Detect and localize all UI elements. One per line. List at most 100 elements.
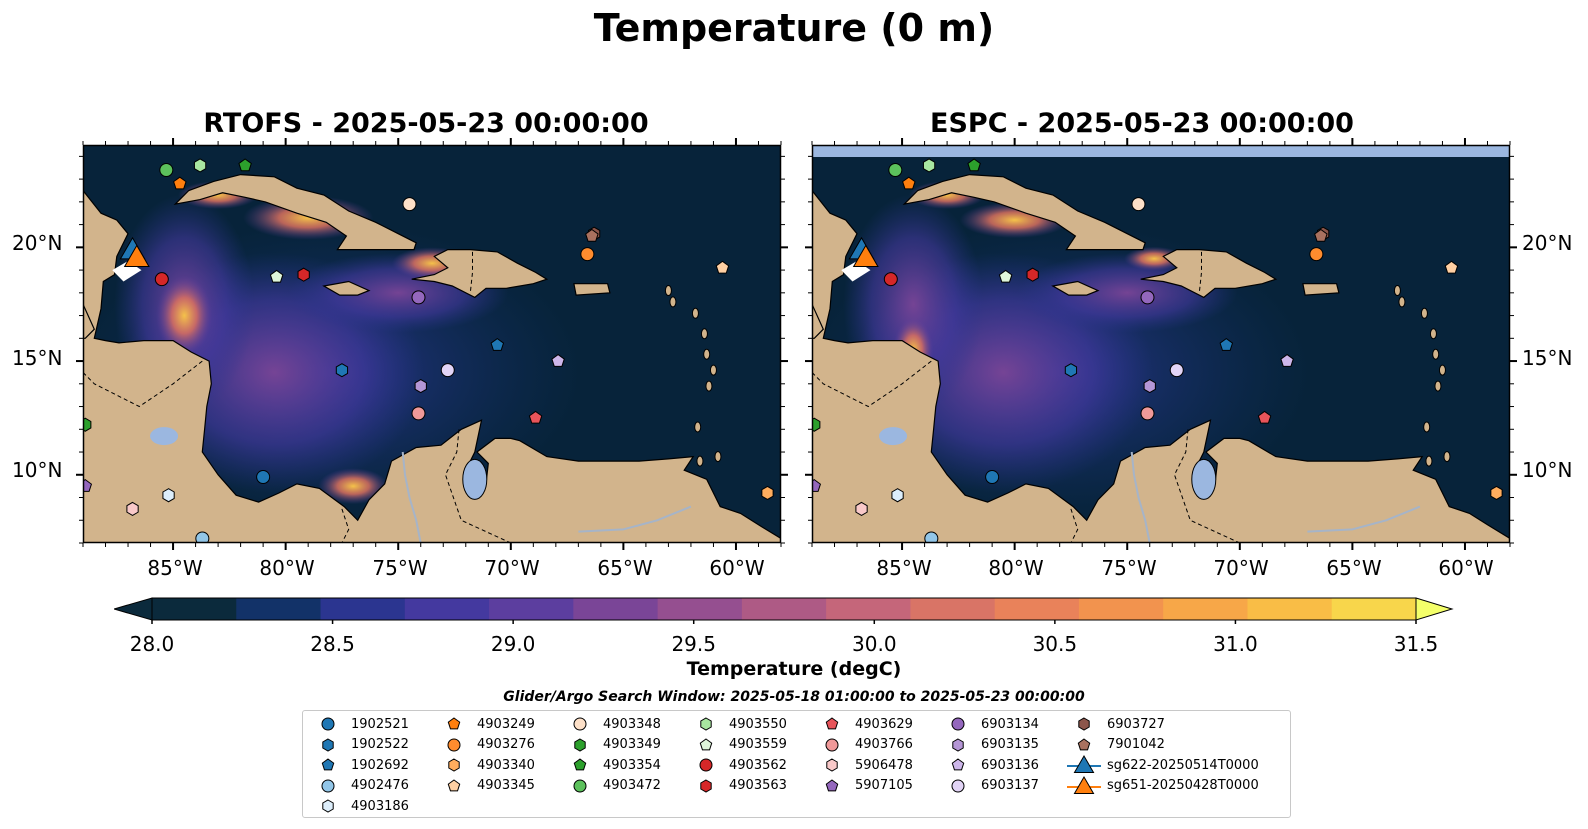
legend-float-marker[interactable]	[699, 737, 713, 750]
legend-marker-icon	[825, 778, 839, 791]
float-marker-4903562[interactable]	[154, 272, 169, 287]
float-marker-7901042[interactable]	[1314, 228, 1328, 242]
float-marker-5906478[interactable]	[126, 501, 139, 516]
float-marker-4903186[interactable]	[162, 488, 175, 503]
float-marker-4903354[interactable]	[967, 158, 981, 172]
legend-float-marker[interactable]	[448, 758, 460, 772]
float-marker-4903766[interactable]	[411, 406, 426, 421]
float-marker-4903349[interactable]	[809, 417, 821, 432]
float-marker-6903135[interactable]	[414, 378, 427, 394]
float-marker-4903563[interactable]	[1026, 267, 1039, 282]
float-marker-4902476[interactable]	[195, 531, 210, 545]
float-marker-4903340[interactable]	[1490, 485, 1503, 501]
legend-float-marker[interactable]	[699, 758, 713, 772]
float-marker-6903134[interactable]	[411, 290, 426, 305]
legend-float-marker[interactable]	[700, 778, 712, 793]
legend-float-marker[interactable]	[951, 717, 965, 731]
colorbar-extend-low	[114, 597, 153, 621]
float-marker-4903345[interactable]	[715, 260, 730, 274]
float-marker-1902521[interactable]	[985, 470, 1000, 485]
glider-marker-sg651-20250428T0000[interactable]	[852, 244, 879, 267]
map-frame	[82, 144, 782, 544]
map-panel-rtofs[interactable]	[76, 138, 788, 550]
float-marker-4903562[interactable]	[883, 272, 898, 287]
float-marker-4902476[interactable]	[924, 531, 939, 545]
float-marker-5907105[interactable]	[808, 479, 822, 492]
float-marker-4903186[interactable]	[891, 488, 904, 503]
search-window-label: Glider/Argo Search Window: 2025-05-18 01…	[503, 689, 1085, 705]
float-marker-4903276[interactable]	[1309, 247, 1324, 262]
float-marker-4903249[interactable]	[902, 176, 916, 190]
legend-item: 5907105	[815, 776, 913, 796]
float-marker-4903349[interactable]	[80, 417, 92, 432]
float-marker-4903276[interactable]	[580, 247, 595, 262]
legend-marker-icon	[448, 758, 460, 772]
legend-float-marker[interactable]	[322, 737, 334, 752]
legend-float-marker[interactable]	[825, 717, 839, 730]
legend-float-marker[interactable]	[447, 778, 461, 791]
float-marker-6903137[interactable]	[1169, 363, 1184, 378]
legend-float-marker[interactable]	[951, 779, 965, 792]
legend-float-marker[interactable]	[826, 758, 838, 772]
float-marker-4903559[interactable]	[269, 269, 284, 283]
float-marker-1902522[interactable]	[335, 363, 349, 378]
legend-float-marker[interactable]	[321, 717, 335, 731]
float-marker-4903354[interactable]	[238, 158, 252, 172]
legend-marker-icon	[699, 737, 713, 750]
legend-glider-marker[interactable]	[1073, 775, 1095, 794]
legend-float-marker[interactable]	[951, 758, 965, 771]
float-marker-6903136[interactable]	[551, 353, 565, 367]
glider-marker-sg651-20250428T0000[interactable]	[123, 244, 150, 267]
map-panel-espc[interactable]	[805, 138, 1517, 550]
legend-item: 4903354	[563, 755, 661, 775]
float-marker-1902522[interactable]	[1064, 363, 1078, 378]
legend-marker-icon	[321, 717, 335, 731]
float-marker-6903135[interactable]	[1143, 378, 1156, 394]
legend-label: 4903563	[729, 778, 787, 793]
float-marker-4903550[interactable]	[193, 158, 207, 173]
float-marker-4903472[interactable]	[159, 163, 174, 178]
colorbar-segment	[826, 598, 911, 620]
float-marker-6903137[interactable]	[440, 363, 455, 378]
colorbar-segment	[489, 598, 574, 620]
float-marker-4903550[interactable]	[922, 158, 936, 173]
float-marker-4903563[interactable]	[297, 267, 310, 282]
colorbar-segment	[573, 598, 659, 620]
float-marker-6903134[interactable]	[1140, 290, 1155, 305]
legend-item: 4903550	[689, 714, 787, 734]
legend-float-marker[interactable]	[573, 779, 587, 792]
float-marker-4903472[interactable]	[888, 163, 903, 178]
float-marker-6903136[interactable]	[1280, 353, 1294, 367]
legend-item: 1902692	[311, 755, 409, 775]
float-marker-4903345[interactable]	[1444, 260, 1459, 274]
float-marker-4903340[interactable]	[761, 485, 774, 501]
float-marker-1902692[interactable]	[490, 338, 505, 351]
legend-float-marker[interactable]	[952, 737, 964, 752]
float-marker-4903559[interactable]	[998, 269, 1013, 283]
float-marker-5906478[interactable]	[855, 501, 868, 516]
float-marker-4903348[interactable]	[1131, 197, 1146, 212]
legend-float-marker[interactable]	[321, 779, 335, 792]
float-marker-4903766[interactable]	[1140, 406, 1155, 421]
legend-float-marker[interactable]	[1077, 737, 1091, 750]
legend-float-marker[interactable]	[322, 799, 334, 813]
legend-float-marker[interactable]	[573, 758, 587, 771]
legend-float-marker[interactable]	[574, 737, 586, 752]
float-marker-4903629[interactable]	[528, 410, 543, 424]
float-marker-4903629[interactable]	[1257, 410, 1272, 424]
legend-float-marker[interactable]	[573, 717, 587, 731]
float-marker-1902521[interactable]	[256, 470, 271, 485]
legend-float-marker[interactable]	[447, 717, 461, 730]
legend-float-marker[interactable]	[700, 717, 712, 731]
float-marker-4903348[interactable]	[402, 197, 417, 212]
float-marker-1902692[interactable]	[1219, 338, 1234, 351]
legend-float-marker[interactable]	[321, 758, 335, 771]
legend-glider-marker[interactable]	[1073, 755, 1095, 773]
float-marker-5907105[interactable]	[79, 479, 93, 492]
legend-float-marker[interactable]	[825, 778, 839, 791]
float-marker-7901042[interactable]	[585, 228, 599, 242]
legend-float-marker[interactable]	[825, 738, 839, 751]
float-marker-4903249[interactable]	[173, 176, 187, 190]
legend-float-marker[interactable]	[1078, 717, 1090, 731]
legend-float-marker[interactable]	[447, 738, 461, 751]
